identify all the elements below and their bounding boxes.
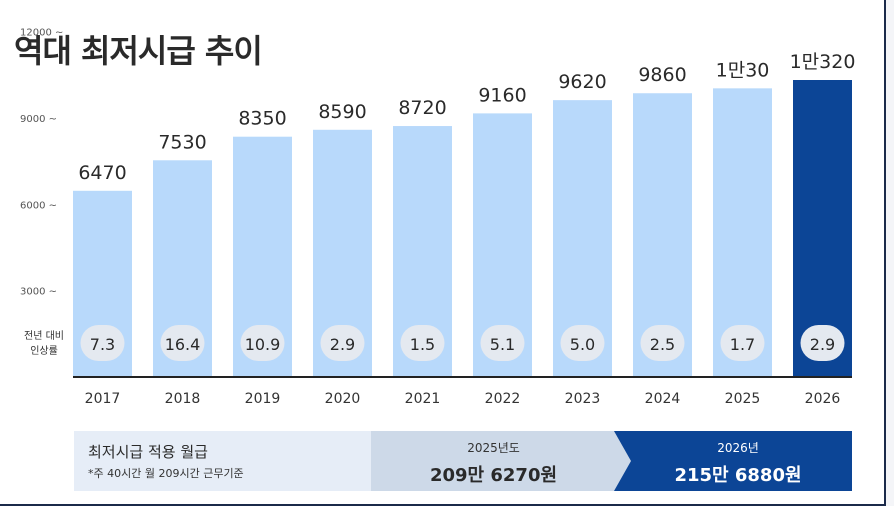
monthly-wage-panel: 최저시급 적용 월급 *주 40시간 월 209시간 근무기준 2025년도 2… [74, 431, 852, 491]
chart-title: 역대 최저시급 추이 [14, 32, 263, 70]
rate-row-label: 전년 대비 [24, 330, 64, 342]
rate-value: 7.3 [90, 335, 115, 354]
rate-pill [160, 325, 205, 361]
bar-value-label: 1만30 [716, 59, 770, 81]
y-tick-label: 9000 ~ [20, 114, 57, 125]
rate-pill [80, 325, 125, 361]
bar-value-label: 9620 [558, 71, 606, 93]
monthly-wage-label-box: 최저시급 적용 월급 *주 40시간 월 209시간 근무기준 [74, 431, 371, 491]
bar-chart: 3000 ~ 6000 ~ 9000 ~ 12000 ~ 6470 7530 8350 85… [20, 28, 856, 407]
monthly-wage-2026: 2026년 215만 6880원 [614, 431, 852, 491]
monthly-wage-2025-value: 209만 6270원 [429, 465, 558, 486]
bar-value-label: 8720 [398, 97, 446, 119]
monthly-wage-note: *주 40시간 월 209시간 근무기준 [88, 467, 244, 480]
rate-row-label: 인상률 [30, 345, 58, 357]
rate-pill [800, 325, 845, 361]
rate-value: 1.5 [410, 335, 435, 354]
rate-value: 5.1 [490, 335, 515, 354]
x-tick-label: 2018 [165, 391, 201, 407]
rate-pill [400, 325, 445, 361]
bar-value-label: 1만320 [790, 51, 856, 73]
monthly-wage-title: 최저시급 적용 월급 [88, 443, 208, 461]
rate-value: 2.9 [330, 335, 355, 354]
x-tick-label: 2017 [85, 391, 121, 407]
rate-value: 2.9 [810, 335, 835, 354]
y-tick-label: 12000 ~ [20, 28, 63, 39]
monthly-wage-2026-value: 215만 6880원 [674, 465, 802, 486]
monthly-wage-2025-year: 2025년도 [467, 441, 520, 455]
x-tick-label: 2022 [485, 391, 521, 407]
rate-value: 16.4 [165, 335, 201, 354]
rate-pill [640, 325, 685, 361]
x-tick-label: 2023 [565, 391, 601, 407]
bar-value-label: 9160 [478, 84, 526, 106]
rate-value: 5.0 [570, 335, 595, 354]
x-tick-label: 2019 [245, 391, 281, 407]
y-tick-label: 3000 ~ [20, 287, 57, 298]
rate-value: 10.9 [245, 335, 281, 354]
x-tick-label: 2024 [645, 391, 681, 407]
rate-pill [240, 325, 285, 361]
x-tick-label: 2025 [725, 391, 761, 407]
highlight-arrow-shape [614, 431, 852, 491]
rate-value: 1.7 [730, 335, 755, 354]
rate-pill [320, 325, 365, 361]
monthly-wage-2026-year: 2026년 [717, 441, 759, 455]
x-tick-label: 2021 [405, 391, 441, 407]
rate-pill [720, 325, 765, 361]
x-tick-label: 2020 [325, 391, 361, 407]
bar-value-label: 9860 [638, 64, 686, 86]
bar-value-label: 7530 [158, 131, 206, 153]
bar-value-label: 8590 [318, 101, 366, 123]
monthly-wage-2025: 2025년도 209만 6270원 [371, 431, 631, 491]
x-tick-label: 2026 [805, 391, 841, 407]
rate-value: 2.5 [650, 335, 675, 354]
rate-pill [560, 325, 605, 361]
rate-pill [480, 325, 525, 361]
bar-value-label: 6470 [78, 162, 126, 184]
y-tick-label: 6000 ~ [20, 200, 57, 211]
bar-value-label: 8350 [238, 108, 286, 130]
